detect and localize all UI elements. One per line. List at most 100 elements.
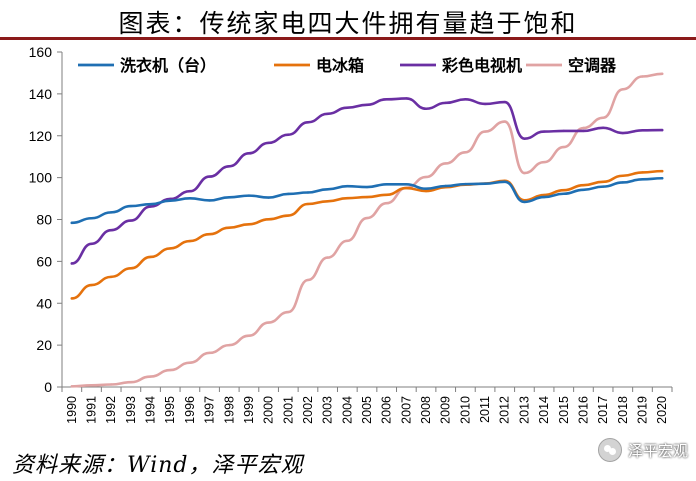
data-point-s2-2020 bbox=[660, 128, 664, 132]
source-note: 资料来源：Wind，泽平宏观 bbox=[12, 453, 304, 478]
data-point-s3-1995 bbox=[169, 368, 172, 372]
x-tick-label: 2006 bbox=[380, 396, 394, 424]
data-point-s2-2010 bbox=[464, 98, 467, 101]
data-point-s2-2011 bbox=[483, 102, 487, 106]
watermark: 泽平宏观 bbox=[597, 438, 688, 462]
data-point-s0-1992 bbox=[109, 211, 113, 214]
data-point-s2-2016 bbox=[582, 129, 585, 133]
series-lines bbox=[70, 72, 664, 388]
data-point-s2-1999 bbox=[247, 152, 251, 155]
x-tick-label: 1992 bbox=[104, 396, 118, 424]
data-point-s0-2008 bbox=[424, 187, 428, 190]
x-tick-label: 2018 bbox=[616, 396, 630, 424]
data-point-s0-2020 bbox=[660, 177, 664, 180]
x-tick-label: 1997 bbox=[203, 396, 217, 424]
data-point-s3-2001 bbox=[287, 310, 290, 314]
x-tick-label: 2001 bbox=[281, 396, 295, 424]
data-point-s3-1991 bbox=[90, 384, 93, 387]
data-point-s2-2019 bbox=[641, 129, 644, 132]
wechat-icon bbox=[597, 438, 622, 462]
data-point-s0-2019 bbox=[641, 178, 644, 181]
legend-label-2: 彩色电视机 bbox=[441, 56, 522, 75]
y-tick-label: 60 bbox=[36, 253, 52, 269]
data-point-s3-1993 bbox=[129, 380, 133, 384]
data-point-s2-2017 bbox=[601, 126, 605, 129]
data-point-s2-2003 bbox=[326, 112, 329, 115]
data-point-s0-2003 bbox=[326, 188, 329, 191]
data-point-s1-2005 bbox=[365, 195, 369, 199]
series-line-1 bbox=[70, 169, 664, 300]
data-point-s3-1996 bbox=[188, 361, 192, 364]
data-point-s2-2000 bbox=[267, 141, 270, 145]
x-tick-label: 1993 bbox=[124, 396, 138, 424]
data-point-s0-2017 bbox=[601, 185, 605, 188]
x-tick-label: 2005 bbox=[360, 396, 374, 424]
data-point-s3-2008 bbox=[424, 175, 428, 179]
data-point-s2-1993 bbox=[129, 219, 133, 222]
x-tick-label: 1998 bbox=[222, 396, 236, 424]
legend: 洗衣机（台） 电冰箱 彩色电视机 空调器 bbox=[78, 56, 617, 75]
data-point-s1-2008 bbox=[424, 189, 428, 193]
x-tick-label: 1994 bbox=[144, 396, 158, 424]
y-tick-label: 80 bbox=[36, 212, 52, 228]
data-point-s0-1991 bbox=[90, 217, 93, 220]
page-title: 图表：传统家电四大件拥有量趋于饱和 bbox=[118, 9, 578, 38]
data-point-s1-2006 bbox=[385, 193, 388, 196]
x-tick-label: 2009 bbox=[439, 396, 453, 424]
data-point-s2-2012 bbox=[503, 100, 506, 104]
data-point-s1-2001 bbox=[287, 214, 290, 217]
data-point-s3-1992 bbox=[109, 383, 113, 386]
data-point-s3-2017 bbox=[601, 116, 605, 119]
data-point-s0-1993 bbox=[129, 204, 133, 208]
data-point-s3-1999 bbox=[247, 334, 251, 337]
data-point-s3-1994 bbox=[149, 375, 152, 378]
x-tick-label: 2019 bbox=[635, 396, 649, 424]
x-tick-label: 1996 bbox=[183, 396, 197, 424]
data-point-s3-2019 bbox=[641, 75, 644, 78]
data-point-s2-1994 bbox=[149, 205, 152, 208]
data-point-s0-2009 bbox=[444, 184, 447, 188]
data-point-s0-2018 bbox=[621, 181, 625, 184]
data-point-s3-2013 bbox=[523, 171, 526, 175]
data-point-s0-2007 bbox=[405, 183, 408, 186]
data-point-s3-1990 bbox=[70, 385, 74, 388]
series-line-3 bbox=[70, 72, 664, 388]
legend-label-1: 电冰箱 bbox=[316, 56, 364, 75]
data-point-s1-2004 bbox=[346, 196, 349, 200]
y-tick-label: 20 bbox=[36, 337, 52, 353]
y-tick-label: 120 bbox=[29, 128, 53, 144]
data-point-s3-2018 bbox=[621, 88, 625, 91]
x-tick-label: 2013 bbox=[517, 396, 531, 424]
data-point-s0-1998 bbox=[228, 196, 231, 199]
data-point-s2-1998 bbox=[228, 165, 231, 168]
x-tick-label: 2004 bbox=[340, 396, 354, 424]
data-point-s1-2017 bbox=[601, 180, 605, 184]
data-point-s1-2020 bbox=[660, 169, 664, 173]
data-point-s2-2013 bbox=[523, 137, 526, 140]
watermark-text: 泽平宏观 bbox=[627, 441, 688, 460]
data-point-s2-2014 bbox=[542, 130, 546, 133]
data-point-s2-2005 bbox=[365, 103, 369, 106]
data-point-s1-2019 bbox=[641, 171, 644, 174]
data-point-s3-2000 bbox=[267, 321, 270, 324]
x-axis: 1990 1991 1992 1993 1994 1995 1996 1997 1998 1999… bbox=[61, 386, 673, 424]
data-point-s3-2016 bbox=[582, 126, 585, 130]
x-tick-label: 2002 bbox=[301, 396, 315, 424]
x-tick-label: 1995 bbox=[163, 396, 177, 424]
y-axis: 0 20 40 60 80 100 120 140 160 bbox=[29, 44, 63, 395]
data-point-s1-1997 bbox=[208, 232, 211, 236]
data-point-s0-2011 bbox=[483, 182, 487, 185]
data-point-s0-2000 bbox=[267, 196, 270, 199]
data-point-s0-1997 bbox=[208, 199, 211, 202]
data-point-s2-2008 bbox=[424, 107, 428, 110]
data-point-s0-1996 bbox=[188, 197, 192, 200]
x-tick-label: 2012 bbox=[498, 396, 512, 424]
x-tick-label: 2008 bbox=[419, 396, 433, 424]
data-point-s0-1994 bbox=[149, 203, 152, 206]
data-point-s0-2005 bbox=[365, 185, 369, 189]
data-point-s3-2010 bbox=[464, 151, 467, 154]
data-point-s0-2001 bbox=[287, 192, 290, 196]
data-point-s3-2003 bbox=[326, 256, 329, 259]
data-point-s2-1992 bbox=[109, 228, 113, 232]
data-point-s1-1995 bbox=[169, 247, 172, 250]
